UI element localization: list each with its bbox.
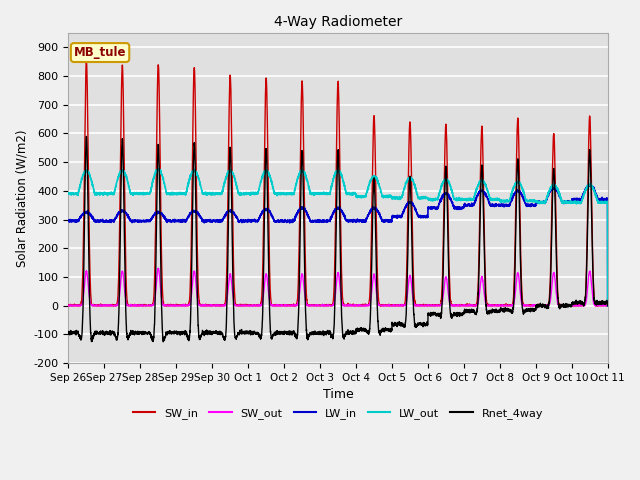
LW_out bbox=[161, 185, 169, 191]
SW_in bbox=[429, 303, 437, 309]
LW_out bbox=[318, 191, 326, 197]
SW_out bbox=[490, 303, 497, 309]
Line: LW_out: LW_out bbox=[68, 168, 608, 306]
LW_out bbox=[459, 197, 467, 203]
LW_in bbox=[318, 217, 326, 223]
Line: SW_out: SW_out bbox=[68, 268, 608, 306]
Rnet_4way bbox=[159, 339, 167, 345]
LW_out bbox=[155, 166, 163, 171]
LW_out bbox=[65, 190, 72, 196]
Rnet_4way bbox=[429, 310, 437, 315]
LW_in bbox=[65, 218, 72, 224]
LW_in bbox=[604, 303, 612, 309]
Y-axis label: Solar Radiation (W/m2): Solar Radiation (W/m2) bbox=[15, 129, 28, 267]
LW_out bbox=[490, 196, 497, 202]
Rnet_4way bbox=[162, 334, 170, 339]
SW_out bbox=[604, 303, 611, 309]
SW_in bbox=[161, 302, 169, 308]
SW_in bbox=[65, 303, 72, 309]
SW_out bbox=[161, 303, 169, 309]
LW_in bbox=[429, 205, 436, 211]
SW_in bbox=[604, 303, 612, 309]
Rnet_4way bbox=[604, 303, 612, 309]
SW_in bbox=[318, 303, 326, 309]
SW_out bbox=[429, 302, 437, 308]
Line: Rnet_4way: Rnet_4way bbox=[68, 136, 608, 342]
Line: SW_in: SW_in bbox=[68, 61, 608, 306]
SW_out bbox=[459, 303, 467, 309]
SW_out bbox=[604, 303, 612, 309]
LW_out bbox=[429, 197, 437, 203]
LW_in bbox=[490, 203, 497, 208]
SW_out bbox=[318, 303, 326, 309]
LW_in bbox=[604, 195, 611, 201]
LW_out bbox=[604, 200, 611, 205]
SW_in bbox=[459, 303, 467, 309]
Rnet_4way bbox=[83, 133, 90, 139]
Title: 4-Way Radiometer: 4-Way Radiometer bbox=[274, 15, 402, 29]
LW_in bbox=[585, 181, 593, 187]
Text: MB_tule: MB_tule bbox=[74, 46, 126, 59]
SW_out bbox=[154, 265, 162, 271]
X-axis label: Time: Time bbox=[323, 388, 353, 401]
Rnet_4way bbox=[318, 332, 326, 337]
LW_out bbox=[604, 303, 612, 309]
SW_in bbox=[83, 59, 90, 64]
Rnet_4way bbox=[604, 300, 611, 306]
Line: LW_in: LW_in bbox=[68, 184, 608, 306]
SW_in bbox=[604, 303, 611, 309]
SW_out bbox=[65, 303, 72, 309]
Legend: SW_in, SW_out, LW_in, LW_out, Rnet_4way: SW_in, SW_out, LW_in, LW_out, Rnet_4way bbox=[129, 404, 547, 423]
LW_in bbox=[161, 216, 169, 222]
Rnet_4way bbox=[459, 311, 467, 317]
LW_in bbox=[459, 204, 467, 210]
Rnet_4way bbox=[490, 308, 497, 314]
Rnet_4way bbox=[65, 331, 72, 337]
SW_in bbox=[490, 302, 497, 308]
